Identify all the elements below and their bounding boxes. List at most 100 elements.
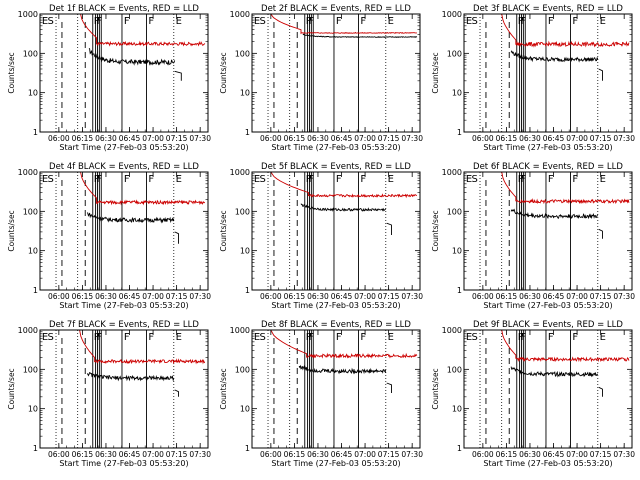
event-label: F	[360, 16, 366, 27]
chart-title: Det 2f BLACK = Events, RED = LLD	[261, 4, 411, 14]
y-axis-label: Counts/sec	[219, 52, 228, 93]
x-tick-label: 07:30	[401, 450, 423, 459]
x-tick-label: 06:30	[95, 292, 117, 301]
x-tick-label: 06:00	[260, 134, 282, 143]
y-tick-label: 1000	[442, 10, 462, 19]
x-tick-label: 06:00	[48, 292, 70, 301]
axes-box	[251, 171, 421, 291]
event-label: F	[521, 332, 527, 343]
event-label: F	[124, 332, 130, 343]
y-axis-label: Counts/sec	[219, 210, 228, 251]
chart-title: Det 3f BLACK = Events, RED = LLD	[473, 4, 623, 14]
event-label: P	[518, 174, 524, 185]
plot-area	[55, 172, 206, 290]
y-axis-label: Counts/sec	[431, 210, 440, 251]
axes-box	[39, 13, 209, 133]
event-label: S	[472, 174, 478, 185]
events-tail-line	[386, 222, 392, 235]
y-tick-label: 1000	[442, 326, 462, 335]
event-label: E	[42, 332, 48, 343]
event-label: S	[48, 174, 54, 185]
event-label: P	[94, 16, 100, 27]
y-tick-label: 1000	[230, 168, 250, 177]
x-tick-label: 06:15	[496, 292, 518, 301]
y-tick-label: 10	[28, 89, 38, 98]
lld-series-line	[80, 172, 206, 206]
plot-area	[267, 172, 417, 290]
events-tail-line	[174, 70, 182, 81]
x-tick-label: 07:00	[142, 450, 164, 459]
events-tail-line	[386, 382, 392, 393]
x-tick-label: 06:45	[331, 450, 353, 459]
event-label: E	[254, 16, 260, 27]
x-tick-label: 06:15	[284, 134, 306, 143]
y-axis-label: Counts/sec	[7, 210, 16, 251]
event-label: F	[521, 174, 527, 185]
x-axis-label: Start Time (27-Feb-03 05:53:20)	[59, 143, 188, 152]
events-tail-line	[598, 386, 603, 397]
event-label: E	[388, 332, 394, 343]
plot-area	[55, 330, 206, 448]
event-label: F	[97, 174, 103, 185]
plot-area	[479, 330, 630, 448]
event-label: F	[124, 174, 130, 185]
x-tick-label: 06:00	[472, 134, 494, 143]
x-tick-label: 06:30	[519, 450, 541, 459]
x-tick-label: 07:00	[142, 134, 164, 143]
event-label: F	[360, 174, 366, 185]
chart-title: Det 9f BLACK = Events, RED = LLD	[473, 320, 623, 330]
event-label: F	[309, 332, 315, 343]
events-series-line	[510, 50, 599, 63]
event-label: F	[97, 332, 103, 343]
events-series-line	[298, 364, 387, 375]
chart-title: Det 6f BLACK = Events, RED = LLD	[473, 162, 623, 172]
x-axis-label: Start Time (27-Feb-03 05:53:20)	[271, 301, 400, 310]
event-label: S	[472, 332, 478, 343]
event-label: E	[254, 174, 260, 185]
x-tick-label: 07:00	[354, 134, 376, 143]
event-label: P	[306, 174, 312, 185]
event-label: F	[148, 174, 154, 185]
x-tick-label: 06:00	[472, 450, 494, 459]
y-tick-label: 1000	[442, 168, 462, 177]
event-label: S	[260, 16, 266, 27]
x-tick-label: 06:45	[543, 450, 565, 459]
x-tick-label: 06:15	[284, 292, 306, 301]
event-label: F	[360, 332, 366, 343]
event-label: E	[388, 16, 394, 27]
y-tick-label: 100	[447, 49, 462, 58]
x-tick-label: 07:15	[590, 134, 612, 143]
events-series-line	[510, 208, 599, 220]
x-tick-label: 07:15	[590, 292, 612, 301]
x-tick-label: 06:30	[95, 134, 117, 143]
x-tick-label: 06:45	[543, 134, 565, 143]
y-tick-label: 1	[457, 286, 462, 295]
x-tick-label: 06:30	[307, 134, 329, 143]
x-tick-label: 07:30	[613, 292, 635, 301]
chart-title: Det 4f BLACK = Events, RED = LLD	[49, 162, 199, 172]
chart-title: Det 5f BLACK = Events, RED = LLD	[261, 162, 411, 172]
events-tail-line	[598, 68, 603, 81]
axes-box	[463, 329, 633, 449]
plot-area	[479, 172, 630, 290]
x-tick-label: 07:30	[189, 134, 211, 143]
y-tick-label: 10	[452, 89, 462, 98]
x-tick-label: 06:00	[260, 292, 282, 301]
x-tick-label: 07:15	[166, 134, 188, 143]
event-label: E	[466, 174, 472, 185]
x-tick-label: 07:30	[189, 292, 211, 301]
x-tick-label: 06:00	[48, 450, 70, 459]
events-series-line	[300, 203, 387, 212]
event-label: F	[309, 174, 315, 185]
event-label: E	[466, 332, 472, 343]
y-tick-label: 10	[452, 247, 462, 256]
y-tick-label: 10	[28, 247, 38, 256]
x-axis-label: Start Time (27-Feb-03 05:53:20)	[271, 459, 400, 468]
x-tick-label: 06:45	[543, 292, 565, 301]
y-tick-label: 1000	[18, 10, 38, 19]
